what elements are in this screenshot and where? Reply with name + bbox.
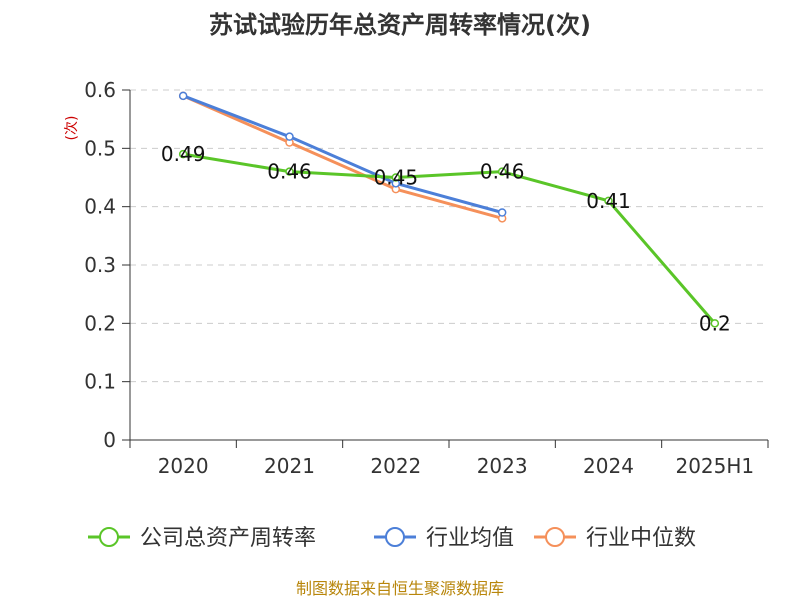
source-note: 制图数据来自恒生聚源数据库 — [296, 579, 504, 598]
data-labels: 0.49 0.46 0.45 0.46 0.41 0.2 — [161, 142, 731, 335]
y-tick-label: 0.4 — [84, 195, 116, 219]
x-tick-label: 2020 — [158, 454, 209, 478]
data-label: 0.49 — [161, 142, 206, 166]
series-line — [182, 152, 716, 325]
axes: 0 0.1 0.2 0.3 0.4 0.5 0.6 2020 2021 2022 2023 2024 2… — [84, 78, 769, 478]
y-tick-label: 0.2 — [84, 311, 116, 335]
x-tick-label: 2022 — [370, 454, 421, 478]
y-tick-label: 0.1 — [84, 370, 116, 394]
data-point — [710, 319, 720, 328]
data-point — [497, 167, 507, 176]
x-tick-label: 2024 — [583, 454, 634, 478]
chart-title: 苏试试验历年总资产周转率情况(次) — [209, 11, 591, 39]
x-tick-label: 2023 — [477, 454, 528, 478]
series-group — [178, 91, 720, 328]
data-point — [285, 132, 294, 141]
data-label: 0.46 — [267, 160, 312, 184]
data-point — [604, 196, 613, 206]
data-point — [285, 167, 294, 176]
data-label: 0.46 — [480, 160, 525, 184]
grid-lines — [130, 89, 768, 383]
x-tick-label: 2025H1 — [675, 454, 754, 478]
y-tick-label: 0 — [103, 428, 116, 452]
y-tick-label: 0.5 — [84, 136, 116, 160]
data-label: 0.2 — [699, 311, 731, 335]
data-label: 0.41 — [586, 189, 631, 213]
data-point — [391, 173, 401, 182]
legend-label: 公司总资产周转率 — [140, 526, 316, 551]
series-line — [182, 94, 503, 214]
legend-label: 行业均值 — [426, 526, 514, 551]
data-label: 0.45 — [374, 166, 419, 190]
series-line — [182, 94, 503, 220]
data-point — [497, 208, 507, 217]
y-axis-label: (次) — [64, 116, 80, 141]
x-tick-label: 2021 — [264, 454, 315, 478]
y-tick-label: 0.3 — [84, 253, 116, 277]
data-point — [178, 91, 188, 101]
data-point — [178, 149, 188, 159]
legend-marker — [385, 527, 405, 547]
legend-label: 行业中位数 — [586, 526, 696, 551]
y-tick-label: 0.6 — [84, 78, 116, 102]
legend-marker — [545, 527, 565, 547]
legend-marker — [99, 527, 119, 547]
legend: 公司总资产周转率 行业均值 行业中位数 — [88, 526, 696, 551]
